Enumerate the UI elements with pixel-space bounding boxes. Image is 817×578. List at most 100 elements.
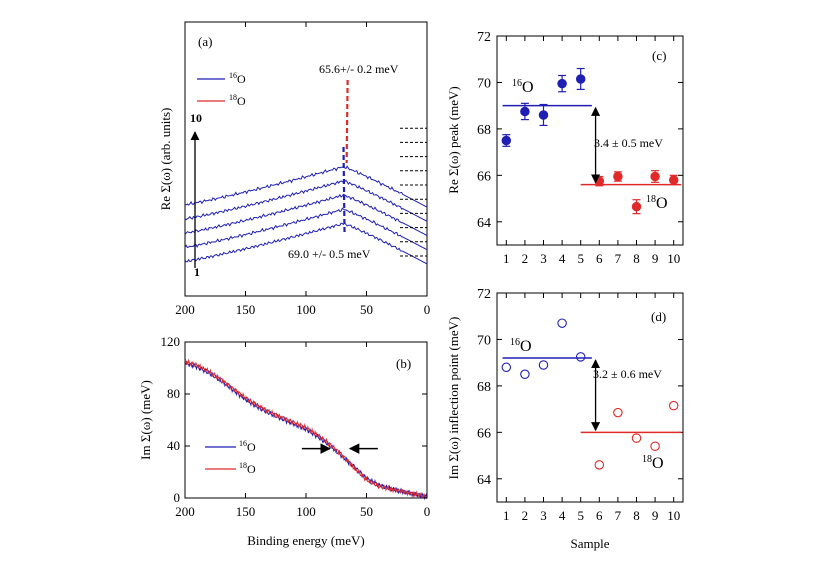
data-point-18O <box>631 201 642 212</box>
legend-b-16O: 16O <box>239 439 256 454</box>
panel-d-label: (d) <box>651 309 666 324</box>
tick-label: 200 <box>175 504 195 519</box>
panel-c-label: (c) <box>652 48 666 63</box>
curve-sample-4 <box>184 179 428 222</box>
data-point-16O <box>538 110 549 120</box>
panel-d-frame <box>496 292 684 503</box>
tick-label: 50 <box>360 302 373 317</box>
panel-d-xlabel: Sample <box>571 536 610 551</box>
panel-b-x-ticks: 200 150 100 50 0 <box>175 342 430 519</box>
tick-label: 1 <box>503 508 510 523</box>
tick-label: 2 <box>522 251 529 266</box>
tick-label: 9 <box>652 251 659 266</box>
tick-label: 3 <box>540 508 547 523</box>
stack-bottom-label: 1 <box>194 265 200 279</box>
tick-label: 68 <box>477 380 491 395</box>
tick-label: 72 <box>477 287 491 302</box>
panel-a-curves <box>184 79 428 265</box>
data-point-18O <box>631 433 642 443</box>
legend-b-18O: 18O <box>239 461 256 476</box>
tick-label: 9 <box>652 508 659 523</box>
panel-d-16O-label: 16O <box>510 337 532 355</box>
tick-label: 8 <box>633 251 640 266</box>
data-point-16O <box>520 369 530 380</box>
legend-a-16O: 16O <box>229 71 246 86</box>
panel-b-label: (b) <box>396 356 411 371</box>
data-point-16O <box>557 318 567 328</box>
panel-b: 200 150 100 50 0 0 40 80 120 (b) 16O 18O Im Σ(ω… <box>138 334 430 548</box>
panel-a-x-ticks: 200 150 100 50 0 <box>175 22 430 317</box>
curve-18O <box>184 358 428 500</box>
data-point-16O <box>575 352 586 362</box>
panel-a-ylabel: Re Σ(ω) (arb. units) <box>158 108 173 211</box>
panel-c-y-ticks: 64 66 68 70 72 <box>477 30 683 231</box>
tick-label: 6 <box>596 251 603 266</box>
panel-c-ylabel: Re Σ(ω) peak (meV) <box>446 86 461 193</box>
panel-c-x-ticks: 1 2 3 4 5 6 7 8 9 10 <box>503 36 680 266</box>
tick-label: 7 <box>615 508 622 523</box>
data-point-18O <box>594 176 605 186</box>
data-point-18O <box>668 175 679 185</box>
curve-sample-2 <box>184 207 428 251</box>
blue-peak-line <box>342 146 346 233</box>
curve-sample-1 <box>184 221 428 265</box>
tick-label: 64 <box>477 216 491 231</box>
tick-label: 66 <box>477 426 491 441</box>
tick-label: 150 <box>236 504 256 519</box>
tick-label: 120 <box>161 334 181 349</box>
panel-c-frame <box>496 35 684 246</box>
panel-d-marks <box>501 318 682 470</box>
tick-label: 70 <box>477 333 491 348</box>
panel-c-18O-label: 18O <box>646 194 668 212</box>
tick-label: 2 <box>522 508 529 523</box>
tick-label: 5 <box>577 508 584 523</box>
red-peak-line <box>345 79 349 164</box>
panel-b-legend: 16O 18O <box>205 439 256 476</box>
data-point-16O <box>538 360 549 370</box>
tick-label: 0 <box>424 302 431 317</box>
tick-label: 5 <box>577 251 584 266</box>
tick-label: 68 <box>477 123 491 138</box>
tick-label: 200 <box>175 302 195 317</box>
tick-label: 70 <box>477 76 491 91</box>
data-point-16O <box>520 106 530 117</box>
data-point-18O <box>613 171 623 182</box>
data-point-18O <box>594 460 605 470</box>
tick-label: 8 <box>633 508 640 523</box>
data-point-18O <box>668 400 679 411</box>
panel-d-ylabel: Im Σ(ω) inflection point (meV) <box>446 317 461 480</box>
tick-label: 4 <box>559 508 566 523</box>
tick-label: 0 <box>174 490 181 505</box>
panel-c-shift-annotation: 3.4 ± 0.5 meV <box>594 136 663 150</box>
panel-d: 1 2 3 4 5 6 7 8 9 10 64 66 68 70 72 (d) 16O 18O 3.2 ±… <box>446 287 684 551</box>
panel-b-frame <box>184 341 428 499</box>
panel-b-y-ticks: 0 40 80 120 <box>161 334 427 505</box>
tick-label: 150 <box>236 302 256 317</box>
tick-label: 100 <box>296 504 316 519</box>
blue-peak-annotation: 69.0 +/- 0.5 meV <box>288 247 371 261</box>
panel-d-shift-annotation: 3.2 ± 0.6 meV <box>593 367 662 381</box>
panel-b-ylabel: Im Σ(ω) (meV) <box>138 380 153 460</box>
tick-label: 100 <box>296 302 316 317</box>
tick-label: 1 <box>503 251 510 266</box>
tick-label: 7 <box>615 251 622 266</box>
panel-a: 200 150 100 50 0 (a) 16O 18O 65.6+/- 0.2 meV… <box>158 22 430 317</box>
panel-b-curves <box>184 358 428 501</box>
curve-sample-3 <box>184 193 428 236</box>
legend-a-18O: 18O <box>229 93 246 108</box>
panel-c: 1 2 3 4 5 6 7 8 9 10 64 66 68 70 72 (c) 16O 18O 3.4 ±… <box>446 30 684 266</box>
data-point-18O <box>613 407 623 418</box>
panel-a-legend: 16O 18O <box>197 71 246 108</box>
data-point-18O <box>650 171 660 182</box>
stack-top-label: 10 <box>190 111 202 125</box>
tick-label: 40 <box>167 438 180 453</box>
tick-label: 66 <box>477 169 491 184</box>
tick-label: 50 <box>360 504 373 519</box>
panel-b-xlabel: Binding energy (meV) <box>247 533 364 548</box>
curve-16O <box>184 360 428 501</box>
tick-label: 72 <box>477 30 491 45</box>
tick-label: 10 <box>667 251 680 266</box>
tick-label: 4 <box>559 251 566 266</box>
data-point-18O <box>650 441 660 452</box>
tick-label: 10 <box>667 508 680 523</box>
